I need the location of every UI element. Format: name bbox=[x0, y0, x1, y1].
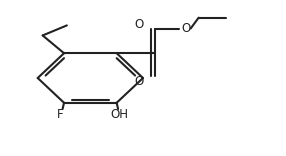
Text: F: F bbox=[56, 108, 63, 121]
Text: O: O bbox=[181, 22, 190, 35]
Text: O: O bbox=[134, 18, 144, 31]
Text: OH: OH bbox=[110, 108, 128, 121]
Text: O: O bbox=[134, 75, 144, 88]
